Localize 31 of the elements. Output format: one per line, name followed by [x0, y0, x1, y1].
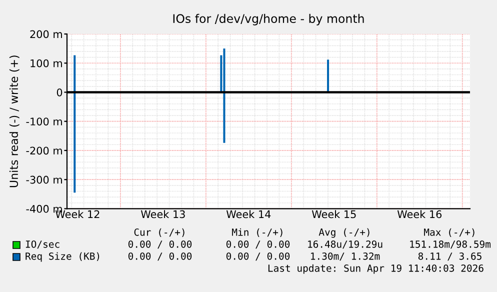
- x-tick-label: Week 16: [397, 210, 442, 218]
- chart-title: IOs for /dev/vg/home - by month: [173, 14, 364, 26]
- y-tick-label: -300 m: [26, 176, 62, 184]
- bar: [74, 92, 76, 193]
- y-tick-label: 100 m: [30, 59, 62, 68]
- legend-label: Req Size (KB): [26, 252, 100, 262]
- text: Max (-/+): [424, 228, 474, 237]
- text: 8.11 / 3.65: [418, 252, 482, 261]
- text: Cur (-/+): [134, 228, 184, 237]
- y-tick-label: 0: [56, 88, 62, 96]
- text: 1.30m/ 1.32m: [311, 252, 380, 261]
- x-tick-label: Week 13: [140, 210, 185, 218]
- x-tick-label: Week 15: [312, 210, 356, 218]
- text: Avg (-/+): [318, 228, 370, 238]
- text: 0.00 / 0.00: [226, 240, 290, 249]
- y-tick-label: -100 m: [26, 118, 62, 126]
- text: Min (-/+): [232, 228, 282, 237]
- bar: [74, 55, 76, 92]
- y-axis-title: Units read (-) / write (+): [9, 56, 20, 188]
- bar: [223, 92, 226, 143]
- text: 151.18m/98.59m: [410, 240, 491, 249]
- x-tick-label: Week 14: [226, 210, 271, 218]
- y-tick-label: -200 m: [26, 146, 62, 155]
- text: 0.00 / 0.00: [128, 240, 192, 249]
- y-tick-label: 200 m: [30, 30, 62, 38]
- text: 0.00 / 0.00: [128, 252, 192, 261]
- text: 0.00 / 0.00: [226, 252, 290, 261]
- text: 16.48u/19.29u: [308, 240, 382, 249]
- text: Last update: Sun Apr 19 11:40:03 2026: [268, 264, 484, 274]
- legend-label: IO/sec: [26, 240, 60, 249]
- bar: [223, 48, 226, 92]
